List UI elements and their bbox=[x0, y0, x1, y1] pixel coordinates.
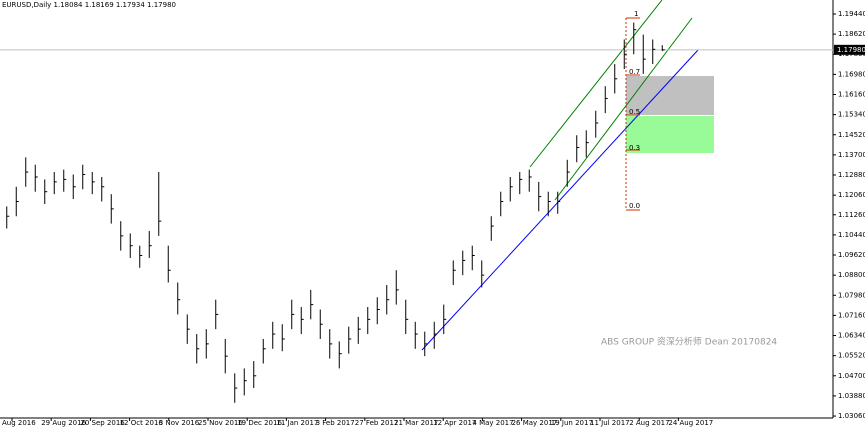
y-tick-label: 1.12880 bbox=[838, 171, 865, 179]
price-label: 1.17980 bbox=[837, 46, 865, 54]
y-tick-label: 1.14520 bbox=[838, 131, 865, 139]
x-tick-label: 11 Jan 2017 bbox=[276, 419, 318, 427]
chart-title: EURUSD,Daily 1.18084 1.18169 1.17934 1.1… bbox=[2, 1, 176, 9]
y-tick-label: 1.05520 bbox=[838, 352, 865, 360]
fib-label: 0.3 bbox=[629, 144, 640, 152]
trend-line bbox=[421, 49, 699, 351]
fib-label: 0.5 bbox=[629, 108, 640, 116]
fib-zone-gray bbox=[626, 76, 714, 115]
y-tick-label: 1.16980 bbox=[838, 70, 865, 78]
y-tick-label: 1.15340 bbox=[838, 111, 865, 119]
y-tick-label: 1.16160 bbox=[838, 90, 865, 98]
y-tick-label: 1.13700 bbox=[838, 151, 865, 159]
price-box bbox=[834, 44, 865, 55]
y-tick-label: 1.04700 bbox=[838, 372, 865, 380]
y-tick-label: 1.12060 bbox=[838, 191, 865, 199]
y-tick-label: 1.07160 bbox=[838, 311, 865, 319]
y-tick-label: 1.08800 bbox=[838, 271, 865, 279]
x-tick-label: 25 Nov 2016 bbox=[198, 419, 243, 427]
x-tick-label: 27 Feb 2017 bbox=[355, 419, 399, 427]
y-tick-label: 1.18620 bbox=[838, 30, 865, 38]
fib-label: 1 bbox=[634, 10, 638, 18]
fib-label: 0.0 bbox=[629, 202, 640, 210]
x-tick-label: 20 Sep 2016 bbox=[80, 419, 125, 427]
x-tick-label: 19 Jun 2017 bbox=[551, 419, 593, 427]
x-tick-label: 21 Mar 2017 bbox=[394, 419, 438, 427]
fib-label: 0.7 bbox=[629, 68, 640, 76]
x-tick-label: 4 May 2017 bbox=[472, 419, 513, 427]
x-tick-label: 26 May 2017 bbox=[512, 419, 558, 427]
x-tick-label: 2 Aug 2017 bbox=[629, 419, 669, 427]
x-tick-label: 12 Oct 2016 bbox=[120, 419, 164, 427]
x-tick-label: 29 Aug 2016 bbox=[41, 419, 86, 427]
watermark: ABS GROUP 资深分析师 Dean 20170824 bbox=[601, 336, 777, 348]
channel-line bbox=[554, 17, 693, 201]
fib-levels bbox=[626, 17, 640, 211]
x-tick-label: 3 Nov 2016 bbox=[159, 419, 200, 427]
channel-line bbox=[529, 0, 663, 168]
y-tick-label: 1.10440 bbox=[838, 231, 865, 239]
y-tick-label: 1.07980 bbox=[838, 291, 865, 299]
y-tick-label: 1.11260 bbox=[838, 211, 865, 219]
x-tick-label: 19 Dec 2016 bbox=[237, 419, 282, 427]
y-tick-label: 1.06340 bbox=[838, 332, 865, 340]
y-tick-label: 1.03060 bbox=[838, 412, 865, 420]
x-tick-label: 11 Jul 2017 bbox=[590, 419, 630, 427]
x-tick-label: 12 Apr 2017 bbox=[433, 419, 476, 427]
y-tick-label: 1.19440 bbox=[838, 10, 865, 18]
x-tick-label: 24 Aug 2017 bbox=[668, 419, 713, 427]
x-tick-label: 3 Feb 2017 bbox=[316, 419, 355, 427]
y-tick-label: 1.03880 bbox=[838, 392, 865, 400]
y-tick-label: 1.09620 bbox=[838, 251, 865, 259]
x-tick-label: Aug 2016 bbox=[2, 419, 36, 427]
fib-zone-green bbox=[626, 116, 714, 153]
